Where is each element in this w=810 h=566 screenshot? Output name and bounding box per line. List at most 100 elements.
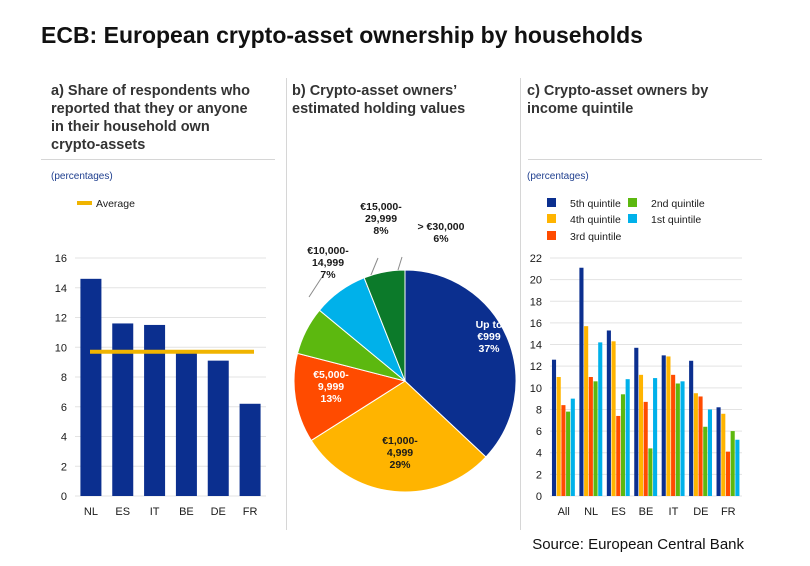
panel-c-bar <box>698 396 703 496</box>
panel-c-bar <box>725 451 731 496</box>
panel-c-y-tick-label: 12 <box>530 361 542 373</box>
panel-c-y-tick-label: 14 <box>530 340 542 352</box>
panel-c-x-tick-label: FR <box>721 506 736 518</box>
panel-c-bar <box>648 448 653 496</box>
panel-c-bar <box>703 426 708 496</box>
panel-a-title-line: a) Share of respondents who <box>51 83 250 99</box>
panel-c-bar <box>707 409 713 496</box>
panel-a-x-tick-label: DE <box>211 506 226 518</box>
panel-b-title-line: b) Crypto-asset owners’ <box>292 83 458 99</box>
panel-c-title-line: c) Crypto-asset owners by <box>527 83 709 99</box>
header-divider-a <box>41 159 275 160</box>
panel-c-bar <box>721 413 726 496</box>
panel-c-bar <box>579 267 584 496</box>
panel-c-legend-label: 4th quintile <box>570 214 621 226</box>
panel-divider-left <box>286 78 287 530</box>
panel-c-bar <box>551 359 557 496</box>
panel-a-y-tick-label: 10 <box>55 342 67 354</box>
panel-c-bar <box>598 342 603 496</box>
panel-a-y-tick-label: 14 <box>55 283 67 295</box>
panel-c-bar <box>616 415 621 496</box>
pie-slice-label: 8% <box>373 225 389 237</box>
panel-c-legend-swatch <box>628 198 637 207</box>
pie-slice-label: 9,999 <box>318 381 344 393</box>
panel-c-bar <box>561 405 566 496</box>
panel-c-x-tick-label: All <box>558 506 570 518</box>
pie-leader-line <box>308 276 323 298</box>
panel-c-bar <box>661 355 666 496</box>
panel-c-y-tick-label: 20 <box>530 275 542 287</box>
panel-c-bar <box>584 326 589 496</box>
pie-slice-label: 29% <box>389 459 411 471</box>
panel-a-bar <box>207 360 229 496</box>
panel-a-x-tick-label: BE <box>179 506 194 518</box>
panel-a-title-line: crypto-assets <box>51 137 146 153</box>
panel-a-x-tick-label: FR <box>243 506 258 518</box>
panel-b-title-line: estimated holding values <box>292 101 466 117</box>
panel-c-bar <box>593 381 598 496</box>
panel-a-x-tick-label: NL <box>84 506 98 518</box>
pie-slice-label: 6% <box>433 233 449 245</box>
panel-c-y-tick-label: 18 <box>530 296 542 308</box>
panel-c-bar <box>653 378 658 496</box>
panel-c-legend-label: 1st quintile <box>651 214 701 226</box>
pie-slice-label: €5,000- <box>313 369 349 381</box>
panel-a-title-line: in their household own <box>51 119 210 135</box>
pie-leader-line <box>397 256 403 271</box>
pie-slice-label: €1,000- <box>382 435 418 447</box>
pie-slice <box>310 380 487 493</box>
panel-c-y-tick-label: 6 <box>536 426 542 438</box>
panel-c-legend-label: 5th quintile <box>570 198 621 210</box>
pie-slice-label: €10,000- <box>307 245 349 257</box>
pie-slice-label: 7% <box>320 269 336 281</box>
panel-c-bar <box>570 398 575 496</box>
panel-a-legend-label: Average <box>96 198 135 210</box>
pie-slice-label: > €30,000 <box>417 221 464 233</box>
panel-c-x-tick-label: IT <box>669 506 679 518</box>
panel-c-bar <box>620 394 626 496</box>
page-title: ECB: European crypto-asset ownership by … <box>41 22 643 48</box>
panel-c-x-tick-label: BE <box>639 506 654 518</box>
pie-slice <box>363 269 406 382</box>
panel-c-bar <box>689 360 694 496</box>
panel-c-bar <box>625 379 630 496</box>
panel-c-bar <box>566 411 571 496</box>
panel-divider-right <box>520 78 521 530</box>
panel-a-title-line: reported that they or anyone <box>51 101 248 117</box>
panel-a-bar <box>112 323 134 496</box>
panel-c-bar <box>666 356 671 496</box>
panel-c-y-tick-label: 2 <box>536 469 542 481</box>
panel-c-bar <box>735 439 740 496</box>
panel-c-title-line: income quintile <box>527 101 634 117</box>
panel-c-x-tick-label: DE <box>693 506 708 518</box>
panel-a-bar <box>239 403 261 496</box>
panel-c-legend-label: 2nd quintile <box>651 198 705 210</box>
panel-c-bar <box>606 330 611 496</box>
panel-c-bar <box>643 401 648 496</box>
header-divider-c <box>528 159 762 160</box>
panel-c-bar <box>675 383 680 496</box>
panel-a-y-tick-label: 0 <box>61 491 67 503</box>
panel-c-y-tick-label: 0 <box>536 491 542 503</box>
panel-c-bar <box>693 393 698 496</box>
panel-c-legend-swatch <box>628 214 637 223</box>
panel-c-legend-swatch <box>547 198 556 207</box>
panel-c-legend-swatch <box>547 214 556 223</box>
panel-c-legend-swatch <box>547 231 556 240</box>
panel-a-units: (percentages) <box>51 171 113 182</box>
panel-a-y-tick-label: 12 <box>55 313 67 325</box>
panel-c-bar <box>634 347 639 496</box>
panel-a-y-tick-label: 6 <box>61 402 67 414</box>
panel-c-x-tick-label: ES <box>611 506 626 518</box>
panel-c-bar <box>730 431 735 496</box>
panel-c-bar <box>556 377 561 496</box>
panel-c-bar <box>611 341 616 496</box>
panel-c-x-tick-label: NL <box>584 506 598 518</box>
panel-c-title: c) Crypto-asset owners by income quintil… <box>527 82 708 118</box>
source-note: Source: European Central Bank <box>532 536 744 553</box>
pie-slice <box>404 269 517 458</box>
panel-c-y-tick-label: 8 <box>536 404 542 416</box>
pie-slice-label: 4,999 <box>387 447 413 459</box>
panel-a-bar <box>144 324 166 496</box>
pie-slice-label: €15,000- <box>360 201 402 213</box>
